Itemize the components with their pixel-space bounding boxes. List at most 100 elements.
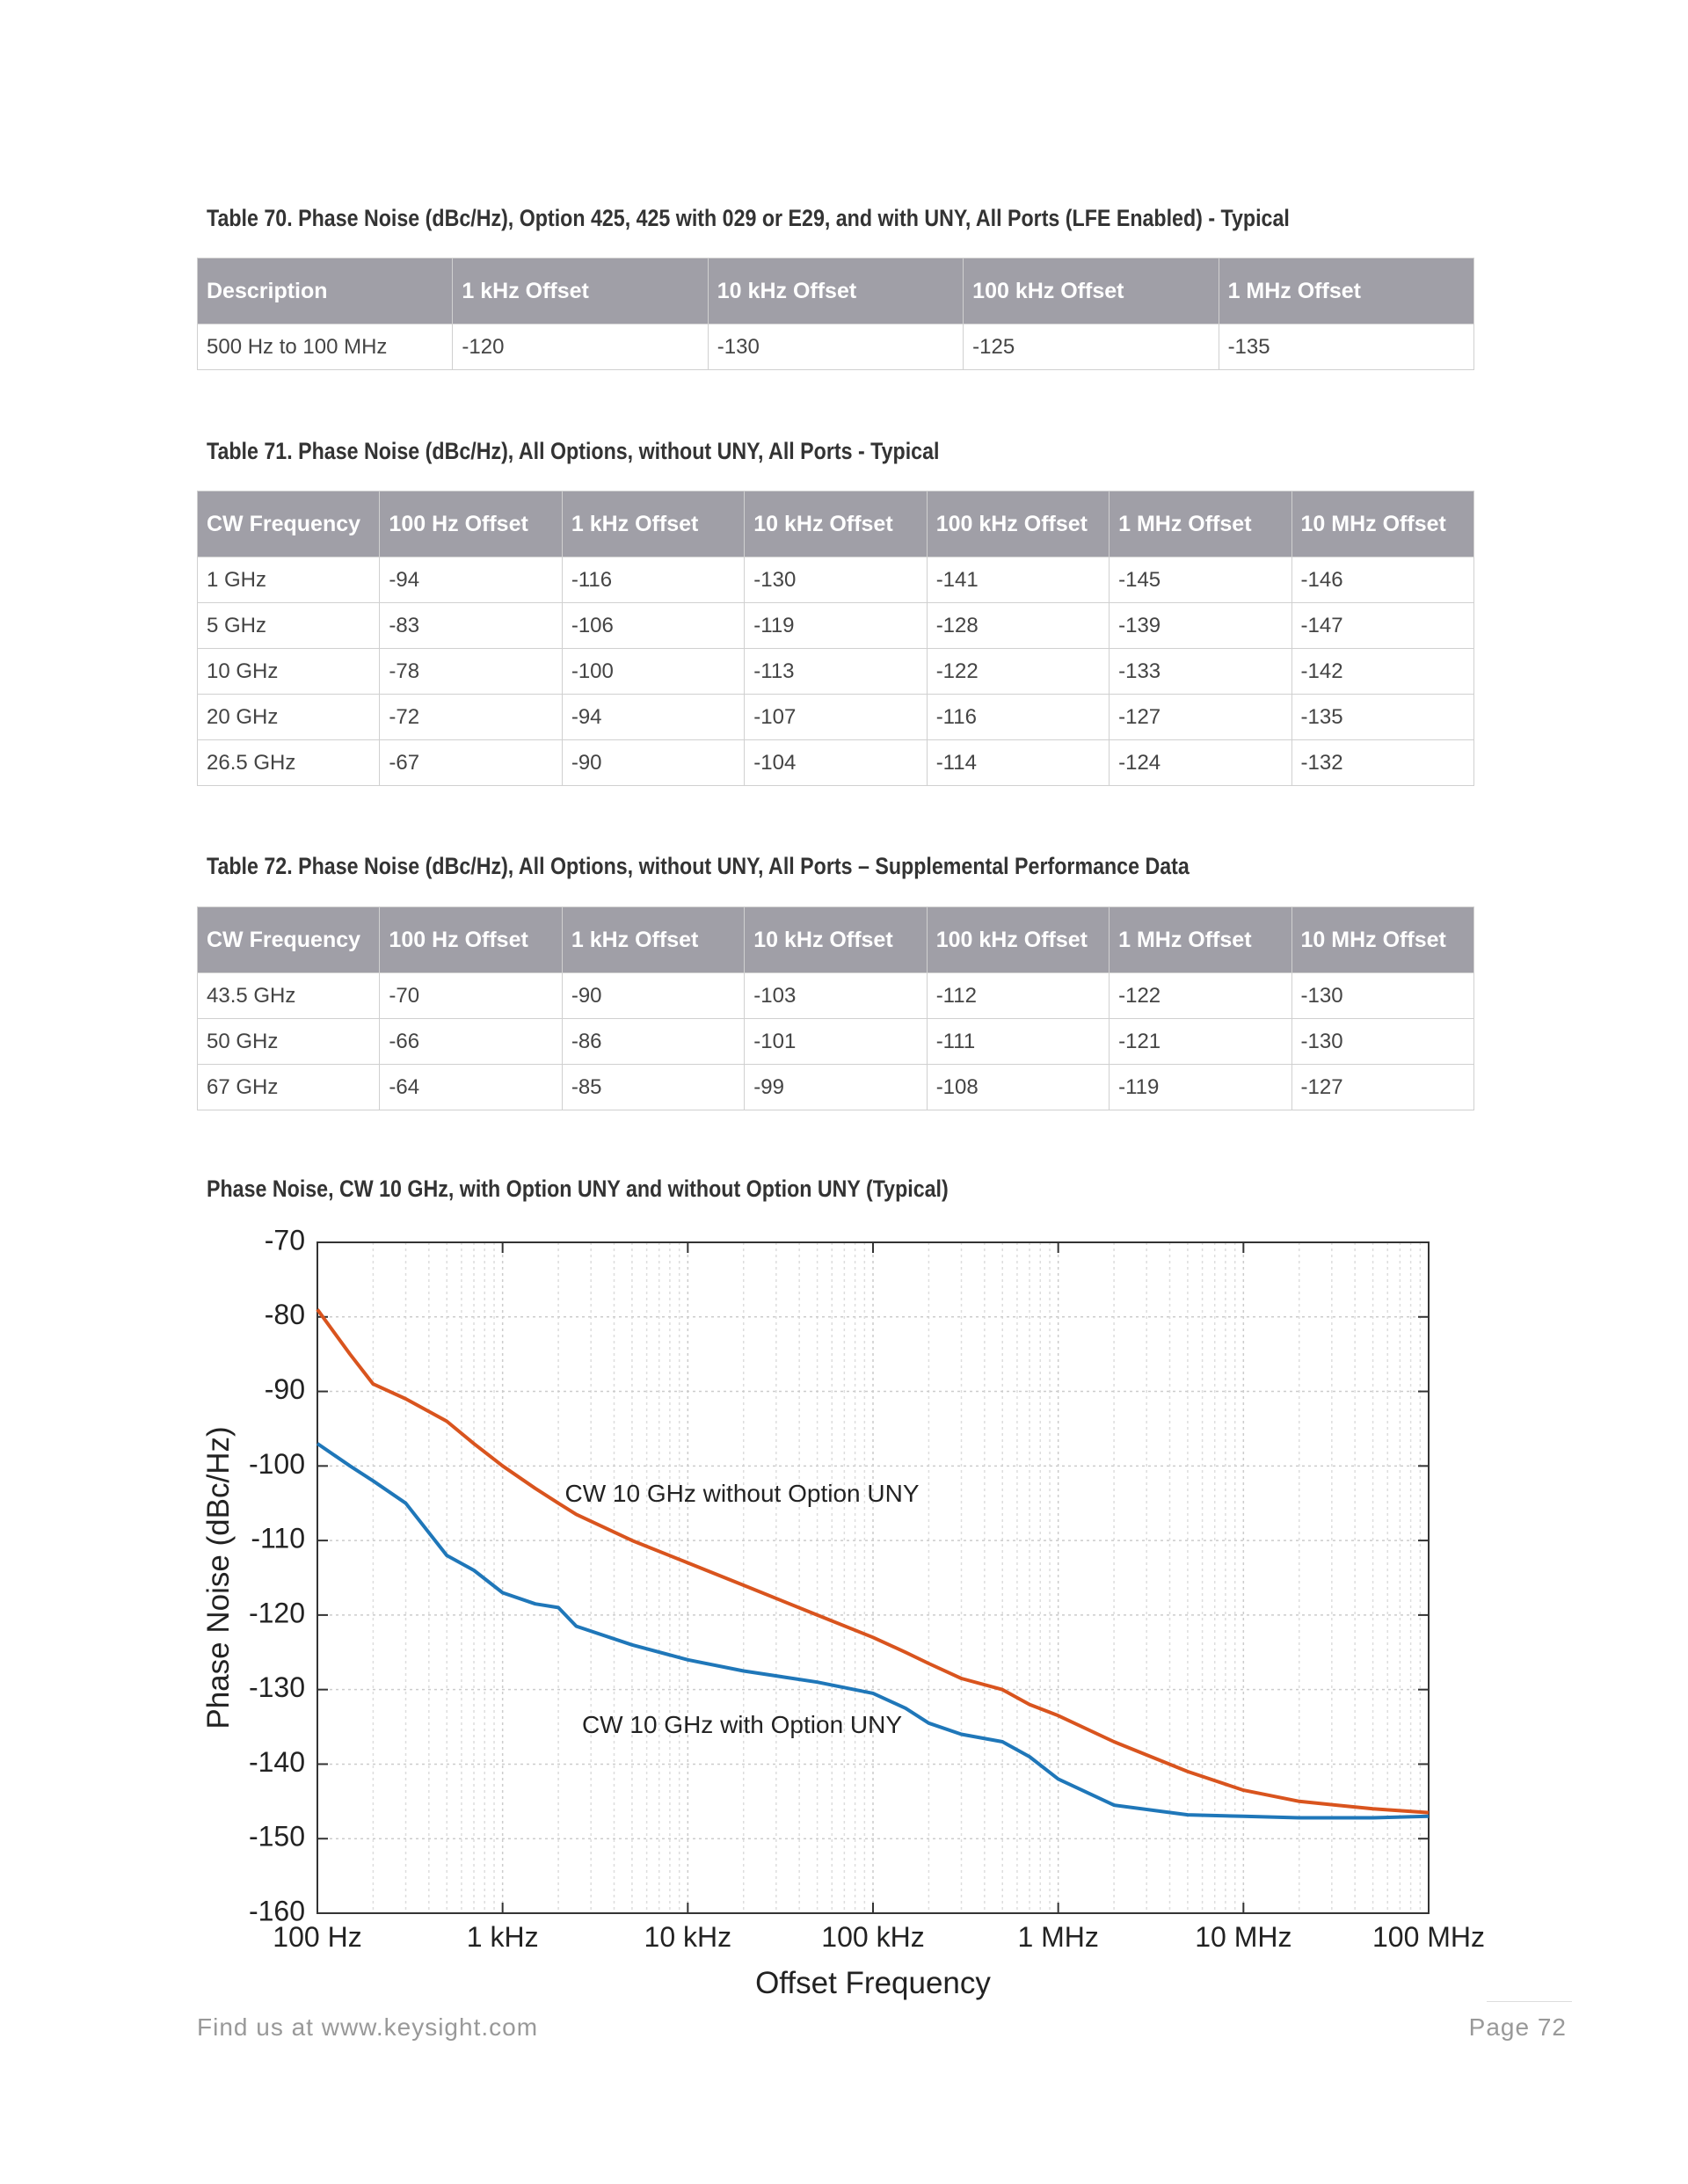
table-cell: -104: [744, 739, 928, 786]
table-cell: -90: [561, 739, 746, 786]
x-tick-label: 100 Hz: [273, 1921, 361, 1953]
table-cell: -100: [561, 648, 746, 695]
table-cell: -142: [1291, 648, 1475, 695]
table-cell: -127: [1109, 694, 1292, 740]
table-title: Table 71. Phase Noise (dBc/Hz), All Opti…: [207, 438, 940, 464]
table-cell: -130: [1291, 972, 1475, 1019]
y-tick-label: -100: [249, 1448, 305, 1480]
table-cell: -99: [744, 1064, 928, 1110]
x-tick-label: 100 MHz: [1372, 1921, 1485, 1953]
y-tick-label: -90: [265, 1373, 305, 1405]
header-cell: Description: [196, 258, 454, 324]
table-cell: -125: [963, 324, 1219, 370]
table-cell: -146: [1291, 557, 1475, 603]
table-cell: -90: [561, 972, 746, 1019]
header-cell: CW Frequency: [196, 906, 381, 973]
table-title: Table 70. Phase Noise (dBc/Hz), Option 4…: [207, 205, 1290, 231]
table-row: 10 GHz -78 -100 -113 -122 -133 -142: [196, 648, 1475, 695]
table-cell: 5 GHz: [196, 602, 381, 649]
table-cell: 43.5 GHz: [196, 972, 381, 1019]
table-cell: -120: [452, 324, 709, 370]
series-line: [316, 1442, 1430, 1820]
chart-title: Phase Noise, CW 10 GHz, with Option UNY …: [207, 1176, 949, 1202]
table-cell: -135: [1218, 324, 1475, 370]
x-tick-label: 100 kHz: [821, 1921, 924, 1953]
table-cell: 50 GHz: [196, 1018, 381, 1065]
y-tick-label: -120: [249, 1597, 305, 1628]
table-cell: -107: [744, 694, 928, 740]
table-row: 5 GHz -83 -106 -119 -128 -139 -147: [196, 602, 1475, 649]
table-cell: -66: [379, 1018, 563, 1065]
table: Description 1 kHz Offset 10 kHz Offset 100 …: [196, 258, 1475, 370]
header-cell: 1 kHz Offset: [452, 258, 709, 324]
table-cell: -121: [1109, 1018, 1292, 1065]
header-cell: 100 kHz Offset: [926, 491, 1110, 557]
table-cell: -101: [744, 1018, 928, 1065]
table-cell: 67 GHz: [196, 1064, 381, 1110]
y-tick-label: -130: [249, 1671, 305, 1703]
table-cell: -112: [926, 972, 1110, 1019]
table-title: Table 72. Phase Noise (dBc/Hz), All Opti…: [207, 853, 1190, 879]
y-tick-label: -140: [249, 1746, 305, 1778]
table-cell: -116: [926, 694, 1110, 740]
table-cell: -130: [1291, 1018, 1475, 1065]
y-tick-label: -110: [251, 1523, 305, 1554]
header-row: Description 1 kHz Offset 10 kHz Offset 100 …: [196, 258, 1475, 324]
table-cell: 26.5 GHz: [196, 739, 381, 786]
header-cell: 10 MHz Offset: [1291, 906, 1475, 973]
table-cell: -114: [926, 739, 1110, 786]
table-cell: -133: [1109, 648, 1292, 695]
x-tick-label: 10 MHz: [1195, 1921, 1291, 1953]
series-line: [316, 1308, 1430, 1815]
table-cell: -108: [926, 1064, 1110, 1110]
header-cell: 10 MHz Offset: [1291, 491, 1475, 557]
table: CW Frequency 100 Hz Offset 1 kHz Offset 10 …: [196, 491, 1475, 786]
table-cell: -72: [379, 694, 563, 740]
table-row: 50 GHz -66 -86 -101 -111 -121 -130: [196, 1018, 1475, 1065]
x-tick-label: 1 MHz: [1017, 1921, 1098, 1953]
table-cell: -67: [379, 739, 563, 786]
y-tick-label: -160: [249, 1895, 305, 1926]
header-cell: 1 kHz Offset: [561, 491, 746, 557]
y-tick-label: -80: [265, 1299, 305, 1330]
x-tick-label: 10 kHz: [644, 1921, 732, 1953]
header-cell: 100 kHz Offset: [926, 906, 1110, 973]
table-cell: -130: [707, 324, 964, 370]
table-cell: -103: [744, 972, 928, 1019]
x-axis-label: Offset Frequency: [755, 1966, 991, 2000]
table-cell: -130: [744, 557, 928, 603]
table-cell: -132: [1291, 739, 1475, 786]
plot-frame: [316, 1241, 1430, 1914]
y-axis-label: Phase Noise (dBc/Hz): [201, 1426, 236, 1729]
table-cell: -113: [744, 648, 928, 695]
table-cell: -83: [379, 602, 563, 649]
header-cell: 1 MHz Offset: [1218, 258, 1475, 324]
header-cell: 1 kHz Offset: [561, 906, 746, 973]
table-cell: -139: [1109, 602, 1292, 649]
table-cell: -94: [561, 694, 746, 740]
table-cell: -106: [561, 602, 746, 649]
table-cell: -85: [561, 1064, 746, 1110]
header-cell: 1 MHz Offset: [1109, 906, 1292, 973]
footer-link: Find us at www.keysight.com: [197, 2013, 539, 2041]
table-cell: -111: [926, 1018, 1110, 1065]
table-cell: -119: [1109, 1064, 1292, 1110]
header-cell: 100 Hz Offset: [379, 906, 563, 973]
header-cell: CW Frequency: [196, 491, 381, 557]
header-row: CW Frequency 100 Hz Offset 1 kHz Offset 10 …: [196, 906, 1475, 973]
table-row: 26.5 GHz -67 -90 -104 -114 -124 -132: [196, 739, 1475, 786]
series-label: CW 10 GHz with Option UNY: [582, 1711, 902, 1738]
table-cell: -127: [1291, 1064, 1475, 1110]
table-cell: -147: [1291, 602, 1475, 649]
header-cell: 10 kHz Offset: [744, 906, 928, 973]
header-cell: 10 kHz Offset: [707, 258, 964, 324]
header-row: CW Frequency 100 Hz Offset 1 kHz Offset 10 …: [196, 491, 1475, 557]
header-cell: 100 Hz Offset: [379, 491, 563, 557]
table-cell: 1 GHz: [196, 557, 381, 603]
table-cell: -94: [379, 557, 563, 603]
series-label: CW 10 GHz without Option UNY: [564, 1480, 919, 1507]
table-row: 67 GHz -64 -85 -99 -108 -119 -127: [196, 1064, 1475, 1110]
x-tick-label: 1 kHz: [467, 1921, 539, 1953]
